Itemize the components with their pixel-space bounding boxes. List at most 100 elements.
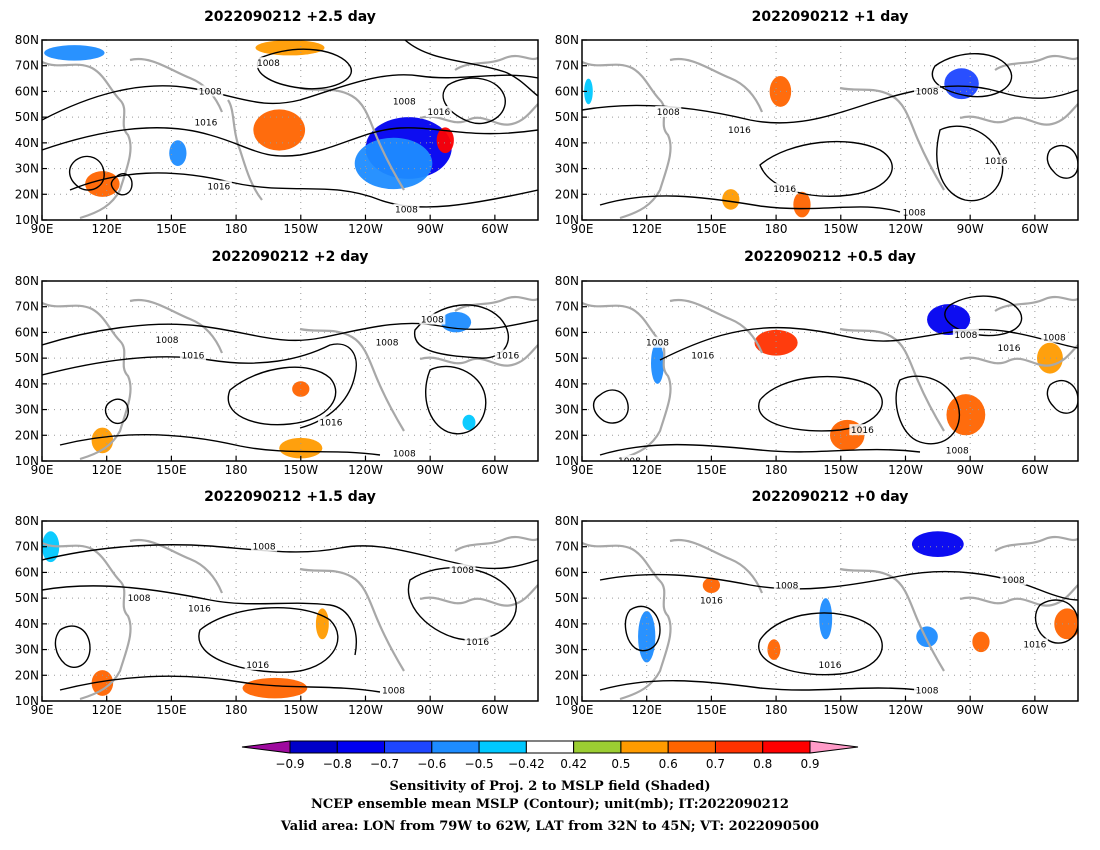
- x-tick-label: 90E: [571, 222, 594, 236]
- sensitivity-patch: [1054, 608, 1078, 640]
- contour-label: 1008: [199, 87, 222, 97]
- contour-label: 1016: [194, 118, 217, 128]
- y-tick-label: 50N: [15, 110, 39, 124]
- panel-title: 2022090212 +2 day: [212, 249, 369, 265]
- x-tick-label: 180: [765, 222, 788, 236]
- colorbar-tick-label: −0.9: [275, 757, 304, 771]
- contour-label: 1016: [320, 418, 343, 428]
- x-tick-label: 60W: [481, 703, 508, 717]
- x-tick-label: 180: [225, 222, 248, 236]
- colorbar-segment: [431, 740, 480, 754]
- colorbar-tick-label: 0.5: [611, 757, 630, 771]
- y-tick-label: 50N: [555, 110, 579, 124]
- y-tick-label: 60N: [15, 325, 39, 339]
- x-tick-label: 120E: [91, 463, 122, 477]
- contour-label: 1008: [421, 316, 444, 326]
- sensitivity-patch: [354, 137, 433, 190]
- contour-labels: 1008 1008 1016 1016 1016 1008: [698, 574, 1048, 697]
- contour-label-bg: [983, 154, 1010, 166]
- contour-label-bg: [914, 85, 941, 97]
- x-tick-label: 150W: [823, 703, 858, 717]
- colorbar-segment: [620, 740, 669, 754]
- x-tick-label: 90E: [571, 703, 594, 717]
- y-tick-label: 10N: [555, 454, 579, 468]
- x-tick-label: 90E: [31, 703, 54, 717]
- contour-labels: 1008 1008 1008 1016 1016 1016 1008: [126, 540, 491, 697]
- x-tick-label: 120W: [348, 222, 383, 236]
- x-tick-label: 90W: [417, 463, 444, 477]
- y-axis-ticks: 10N 20N 30N 40N 50N 60N 70N 80N: [15, 33, 47, 227]
- colorbar-segment: [667, 740, 716, 754]
- colorbar-segment: [714, 740, 764, 754]
- colorbar-high-extend: [809, 740, 859, 754]
- colorbar-tick-label: 0.7: [706, 757, 725, 771]
- y-axis-ticks: 10N 20N 30N 40N 50N 60N 70N 80N: [555, 274, 587, 468]
- x-tick-label: 90W: [957, 463, 984, 477]
- x-tick-label: 60W: [481, 463, 508, 477]
- panel-plus-1.5-day: 2022090212 +1.5 day 1008 1008 1008 1016 1016…: [15, 489, 539, 717]
- contour-label: 1016: [246, 661, 269, 671]
- contour-label: 1016: [773, 185, 796, 195]
- sensitivity-patch: [793, 191, 811, 218]
- sensitivity-patch: [927, 304, 971, 336]
- y-tick-label: 10N: [15, 694, 39, 708]
- contour-label-bg: [1041, 331, 1068, 343]
- sensitivity-shading: [638, 531, 1078, 663]
- mslp-contours: [599, 570, 1078, 691]
- contour-label: 1016: [427, 108, 450, 118]
- contour-label: 1016: [188, 604, 211, 614]
- colorbar-tick-label: 0.8: [753, 757, 772, 771]
- contour-label-bg: [464, 635, 491, 647]
- x-tick-label: 90E: [31, 463, 54, 477]
- contour-label: 1008: [903, 208, 926, 218]
- y-axis-ticks: 10N 20N 30N 40N 50N 60N 70N 80N: [555, 33, 587, 227]
- x-tick-label: 90W: [417, 222, 444, 236]
- panel-plus-0-day: 2022090212 +0 day 1008100810161016101610…: [555, 489, 1079, 717]
- sensitivity-patch: [279, 437, 323, 459]
- contour-label-bg: [317, 416, 344, 428]
- contour-label-bg: [179, 349, 206, 361]
- contour-label: 1016: [466, 638, 489, 648]
- contour-label-bg: [126, 592, 153, 604]
- colorbar-tick-label: −0.42: [508, 757, 545, 771]
- sensitivity-patch: [722, 189, 740, 210]
- y-axis-ticks: 10N 20N 30N 40N 50N 60N 70N 80N: [15, 514, 47, 708]
- contour-label-bg: [655, 106, 682, 117]
- contour-label: 1016: [496, 352, 519, 362]
- contour-label: 1008: [1002, 576, 1025, 586]
- x-tick-label: 120E: [631, 463, 662, 477]
- x-tick-label: 150W: [283, 703, 318, 717]
- map-border: [41, 280, 539, 462]
- y-tick-label: 30N: [15, 643, 39, 657]
- x-tick-label: 150W: [283, 463, 318, 477]
- x-axis-ticks: 90E 120E 150E 180 150W 120W 90W 60W: [571, 696, 1049, 717]
- contour-label-bg: [197, 85, 224, 97]
- y-tick-label: 70N: [555, 59, 579, 73]
- colorbar-segment: [336, 740, 386, 754]
- x-tick-label: 120W: [348, 703, 383, 717]
- x-tick-label: 120W: [348, 463, 383, 477]
- contour-label: 1008: [657, 108, 680, 118]
- contour-label-bg: [425, 106, 452, 117]
- x-tick-label: 120E: [631, 703, 662, 717]
- x-axis-ticks: 90E 120E 150E 180 150W 120W 90W 60W: [571, 215, 1049, 236]
- y-tick-label: 40N: [15, 617, 39, 631]
- colorbar-segment: [289, 740, 338, 754]
- contour-label: 1008: [1043, 334, 1066, 344]
- y-tick-label: 80N: [15, 274, 39, 288]
- x-tick-label: 180: [765, 463, 788, 477]
- contour-label-bg: [914, 684, 941, 696]
- contour-label: 1016: [691, 352, 714, 362]
- contour-label: 1008: [156, 336, 179, 346]
- contour-label-bg: [419, 313, 446, 325]
- x-tick-label: 90E: [31, 222, 54, 236]
- colorbar-tick-label: 0.42: [560, 757, 587, 771]
- y-tick-label: 70N: [15, 59, 39, 73]
- y-tick-label: 50N: [555, 591, 579, 605]
- contour-label-bg: [616, 455, 643, 461]
- colorbar-tick-label: −0.5: [465, 757, 494, 771]
- x-axis-ticks: 90E 120E 150E 180 150W 120W 90W 60W: [571, 456, 1049, 477]
- y-tick-label: 20N: [15, 187, 39, 201]
